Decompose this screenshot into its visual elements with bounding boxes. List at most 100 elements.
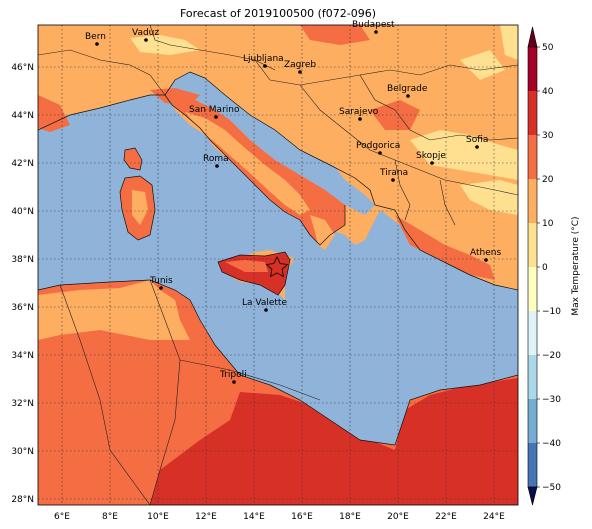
map-title: Forecast of 2019100500 (f072-096) <box>179 7 377 20</box>
city-dot-ljubljana <box>263 64 267 68</box>
lon-tick-label: 10°E <box>147 512 169 522</box>
city-label-sofia: Sofia <box>466 135 488 145</box>
lon-tick-label: 20°E <box>387 512 409 522</box>
coastlines <box>38 71 518 446</box>
city-dot-san-marino <box>214 115 218 119</box>
zone-hot-libya <box>150 378 518 505</box>
city-label-athens: Athens <box>470 248 501 258</box>
lon-tick-label: 16°E <box>291 512 313 522</box>
land-corsica <box>124 148 142 170</box>
city-dot-sarajevo <box>358 117 362 121</box>
land-italy-inner <box>185 112 310 215</box>
colorbar-bottom-arrow <box>527 486 538 506</box>
lon-tick-label: 22°E <box>435 512 457 522</box>
city-label-tirana: Tirana <box>379 168 408 178</box>
land-sicily-inner <box>225 260 268 272</box>
colorbar-ticks: 50 40 30 20 10 0 −10 −20 −30 −40 −50 <box>537 43 561 493</box>
colorbar-top-arrow <box>527 26 538 48</box>
lon-tick-label: 24°E <box>483 512 505 522</box>
colorbar-tick-label: −40 <box>542 439 561 449</box>
land-greece <box>395 215 495 280</box>
land-sardinia-inner <box>132 190 148 225</box>
lat-tick-label: 40°N <box>11 207 34 217</box>
colorbar-tick-label: 30 <box>542 131 554 141</box>
city-dots <box>95 30 488 384</box>
colorbar-segment <box>528 179 537 224</box>
city-label-belgrade: Belgrade <box>387 84 428 94</box>
lon-tick-label: 6°E <box>54 512 70 522</box>
lon-tick-label: 12°E <box>195 512 217 522</box>
lat-tick-label: 34°N <box>11 351 34 361</box>
city-label-skopje: Skopje <box>416 151 446 161</box>
city-labels: Bern Vaduz Budapest Ljubljana Zagreb Bel… <box>85 20 501 380</box>
lat-tick-label: 30°N <box>11 447 34 457</box>
city-label-sarajevo: Sarajevo <box>339 107 379 117</box>
city-dot-athens <box>484 258 488 262</box>
sea-adriatic <box>165 72 375 215</box>
zone-hungary <box>300 25 370 45</box>
city-dot-budapest <box>374 30 378 34</box>
city-dot-roma <box>215 164 219 168</box>
colorbar-segments <box>528 47 537 488</box>
city-label-vaduz: Vaduz <box>132 28 159 38</box>
colorbar-segment <box>528 311 537 356</box>
city-label-bern: Bern <box>85 32 106 42</box>
city-label-zagreb: Zagreb <box>284 60 316 70</box>
lat-tick-label: 28°N <box>11 495 34 505</box>
city-dot-sofia <box>475 145 479 149</box>
colorbar-segment <box>528 91 537 136</box>
colorbar-segment <box>528 135 537 180</box>
city-dot-bern <box>95 42 99 46</box>
land-calabria <box>310 215 335 250</box>
lat-tick-label: 46°N <box>11 63 34 73</box>
map-canvas <box>38 25 518 505</box>
colorbar-tick-label: 0 <box>542 263 548 273</box>
zone-cool-bulgaria <box>410 130 518 180</box>
colorbar-segment <box>528 47 537 92</box>
colorbar-tick-label: 20 <box>542 175 554 185</box>
lat-tick-label: 38°N <box>11 255 34 265</box>
colorbar-tick-label: 10 <box>542 219 554 229</box>
city-label-tripoli: Tripoli <box>219 370 247 380</box>
colorbar-segment <box>528 443 537 488</box>
city-label-ljubljana: Ljubljana <box>243 54 284 64</box>
colorbar-tick-label: −50 <box>542 483 561 493</box>
country-borders <box>38 25 518 505</box>
lon-tick-label: 8°E <box>102 512 118 522</box>
lat-tick-labels: 46°N 44°N 42°N 40°N 38°N 36°N 34°N 32°N … <box>11 63 34 505</box>
colorbar-segment <box>528 267 537 312</box>
colorbar-tick-label: 40 <box>542 87 554 97</box>
city-dot-skopje <box>430 161 434 165</box>
city-dot-vaduz <box>144 38 148 42</box>
colorbar-tick-label: −10 <box>542 307 561 317</box>
city-dot-tirana <box>391 178 395 182</box>
colorbar-tick-label: −30 <box>542 395 561 405</box>
colorbar: 50 40 30 20 10 0 −10 −20 −30 −40 −50 Max Temperatu… <box>527 26 581 506</box>
lon-tick-label: 14°E <box>243 512 265 522</box>
land-balkans <box>330 150 500 265</box>
city-dot-podgorica <box>378 151 382 155</box>
city-label-san-marino: San Marino <box>189 105 240 115</box>
zone-france-south <box>38 95 70 132</box>
colorbar-tick-label: 50 <box>542 43 554 53</box>
lat-tick-label: 42°N <box>11 159 34 169</box>
colorbar-segment <box>528 223 537 268</box>
colorbar-tick-label: −20 <box>542 351 561 361</box>
lat-tick-label: 36°N <box>11 303 34 313</box>
city-dot-tripoli <box>232 380 236 384</box>
city-dot-belgrade <box>406 94 410 98</box>
lon-tick-label: 18°E <box>339 512 361 522</box>
city-label-la-valette: La Valette <box>242 298 287 308</box>
map-frame <box>37 24 519 506</box>
zone-cool-northeast <box>500 25 518 60</box>
city-dot-tunis <box>159 286 163 290</box>
lon-tick-labels: 6°E 8°E 10°E 12°E 14°E 16°E 18°E 20°E 22… <box>54 512 505 522</box>
colorbar-segment <box>528 355 537 400</box>
city-dot-zagreb <box>298 70 302 74</box>
city-label-podgorica: Podgorica <box>356 141 400 151</box>
city-dot-la-valette <box>264 308 268 312</box>
lat-tick-label: 44°N <box>11 111 34 121</box>
lat-tick-label: 32°N <box>11 399 34 409</box>
city-label-tunis: Tunis <box>149 276 173 286</box>
